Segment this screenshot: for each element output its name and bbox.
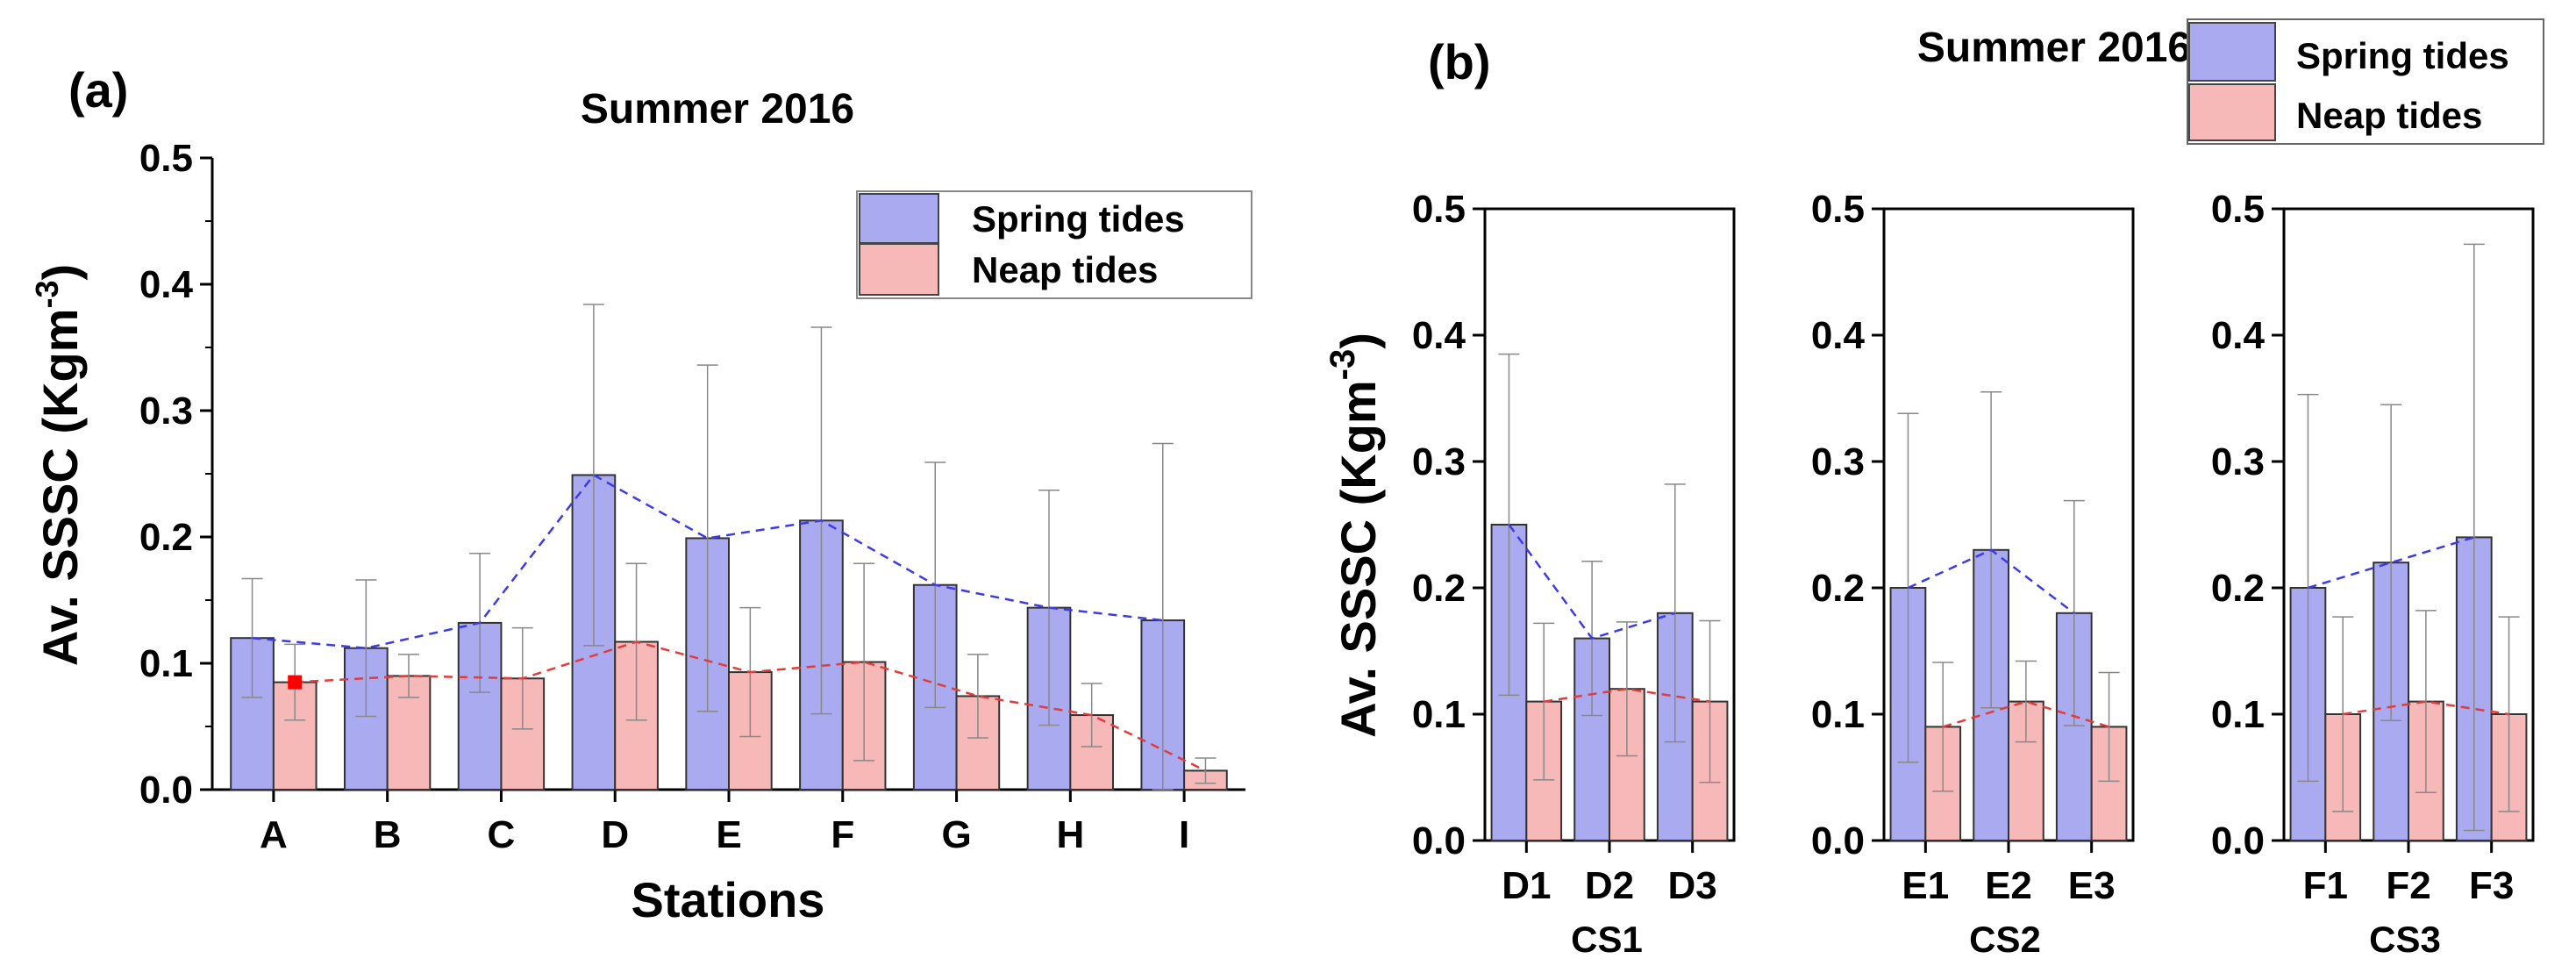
chart-b-cs2-xtick-label-e2: E2 bbox=[1985, 864, 2032, 907]
chart-a-neap-trend-line bbox=[295, 640, 1206, 772]
chart-b-cs3-ytick-label: 0.3 bbox=[2211, 440, 2265, 483]
chart-b-cs1-ytick-label: 0.3 bbox=[1412, 440, 1466, 483]
chart-a-xtick-label-h: H bbox=[1056, 813, 1084, 856]
chart-a-xtick-label-i: I bbox=[1179, 813, 1189, 856]
chart-b-cs1-spring-trend-line bbox=[1508, 524, 1676, 640]
group-label-cs2: CS2 bbox=[1969, 919, 2041, 960]
panel-a-label: (a) bbox=[68, 62, 128, 118]
chart-b-cs3-neap-trend-line bbox=[2343, 700, 2509, 716]
chart-a-xlabel: Stations bbox=[632, 872, 825, 927]
legend-a: Spring tides Neap tides bbox=[856, 190, 1252, 299]
legend-b-neap-swatch bbox=[2188, 83, 2276, 141]
chart-b-title: Summer 2016 bbox=[1917, 25, 2191, 71]
group-label-cs3: CS3 bbox=[2369, 919, 2441, 960]
chart-a-xtick-label-e: E bbox=[716, 813, 741, 856]
chart-a-xtick-label-c: C bbox=[488, 813, 516, 856]
chart-a-ytick-label: 0.5 bbox=[139, 137, 193, 180]
legend-b-neap-label: Neap tides bbox=[2296, 95, 2482, 136]
chart-b-cs2-ytick-label: 0.4 bbox=[1811, 314, 1866, 357]
chart-b-cs3-ytick-label: 0.2 bbox=[2211, 567, 2265, 610]
chart-a-xtick-label-b: B bbox=[374, 813, 402, 856]
chart-a-ylabel: Av. SSSC (Kgm-3) bbox=[29, 264, 88, 666]
chart-b-cs2-spring-trend-line bbox=[1907, 548, 2075, 614]
chart-a-spring-trend-line bbox=[252, 473, 1163, 649]
legend-a-spring-swatch bbox=[859, 193, 939, 244]
chart-b-cs3-ytick-label: 0.4 bbox=[2211, 314, 2266, 357]
chart-b-cs2-ytick-label: 0.5 bbox=[1811, 188, 1865, 231]
chart-b-cs3-xtick-label-f2: F2 bbox=[2386, 864, 2430, 907]
chart-b-cs1-ytick-label: 0.2 bbox=[1412, 567, 1466, 610]
legend-b-spring-swatch bbox=[2188, 22, 2276, 82]
chart-b-cs1-xtick-label-d2: D2 bbox=[1585, 864, 1634, 907]
chart-a-ytick-label: 0.2 bbox=[139, 516, 193, 559]
chart-b-cs2-ytick-label: 0.3 bbox=[1811, 440, 1865, 483]
chart-b-subplot-cs3: 0.0 0.1 0.2 0.3 0.4 0.5 F1 F2 F3 bbox=[2211, 188, 2535, 907]
chart-b-cs1-xtick-label-d1: D1 bbox=[1502, 864, 1551, 907]
legend-b-spring-label: Spring tides bbox=[2296, 35, 2509, 76]
legend-a-neap-label: Neap tides bbox=[972, 249, 1158, 290]
legend-a-spring-label: Spring tides bbox=[972, 198, 1185, 240]
chart-b-cs1-neap-trend-line bbox=[1544, 687, 1710, 703]
chart-b-cs1-ytick-label: 0.0 bbox=[1412, 819, 1466, 862]
chart-a-ytick-label: 0.1 bbox=[139, 642, 193, 685]
chart-b-cs3-xtick-label-f1: F1 bbox=[2303, 864, 2348, 907]
chart-a-ytick-label: 0.0 bbox=[139, 769, 193, 812]
chart-b-cs1-ytick-label: 0.4 bbox=[1412, 314, 1466, 357]
chart-a-title: Summer 2016 bbox=[581, 86, 854, 132]
legend-a-neap-swatch bbox=[859, 243, 939, 296]
chart-b-cs2-xtick-label-e1: E1 bbox=[1902, 864, 1949, 907]
chart-b-subplot-cs1: 0.0 0.1 0.2 0.3 0.4 0.5 D1 D2 D3 bbox=[1412, 188, 1736, 907]
chart-b-cs3-ytick-label: 0.1 bbox=[2211, 693, 2265, 736]
chart-b-cs3-xtick-label-f3: F3 bbox=[2469, 864, 2514, 907]
chart-b-subplot-cs2: 0.0 0.1 0.2 0.3 0.4 0.5 E1 E2 E3 bbox=[1811, 188, 2135, 907]
chart-b-cs1-ytick-label: 0.1 bbox=[1412, 693, 1466, 736]
chart-b-cs2-xtick-label-e3: E3 bbox=[2068, 864, 2116, 907]
chart-a-xtick-label-a: A bbox=[260, 813, 288, 856]
chart-a-ytick-label: 0.3 bbox=[139, 390, 193, 433]
chart-b-ylabel: Av. SSSC (Kgm-3) bbox=[1324, 333, 1386, 738]
chart-a-xtick-label-f: F bbox=[831, 813, 854, 856]
chart-b-cs3-ytick-label: 0.0 bbox=[2211, 819, 2265, 862]
chart-b-cs2-ytick-label: 0.1 bbox=[1811, 693, 1865, 736]
chart-b-cs1-xtick-label-d3: D3 bbox=[1668, 864, 1717, 907]
group-label-cs1: CS1 bbox=[1571, 919, 1643, 960]
chart-a-neap-marker bbox=[288, 675, 303, 690]
chart-b-cs1-ytick-label: 0.5 bbox=[1412, 188, 1466, 231]
panel-b-label: (b) bbox=[1428, 34, 1491, 89]
plot-a: 0.0 0.1 0.2 0.3 0.4 0.5 A B C D E F G H I bbox=[139, 137, 1245, 856]
chart-b-cs2-ytick-label: 0.0 bbox=[1811, 819, 1865, 862]
chart-a-xtick-label-d: D bbox=[601, 813, 629, 856]
chart-a-ytick-label: 0.4 bbox=[139, 263, 194, 306]
chart-b-cs2-ytick-label: 0.2 bbox=[1811, 567, 1865, 610]
plot-b: 0.00.10.20.30.40.5D1 D2 D30.00.10.20.30.40… bbox=[1412, 188, 2535, 907]
chart-b-cs3-ytick-label: 0.5 bbox=[2211, 188, 2265, 231]
legend-b: Spring tides Neap tides bbox=[2187, 18, 2544, 145]
chart-a-xtick-label-g: G bbox=[941, 813, 971, 856]
